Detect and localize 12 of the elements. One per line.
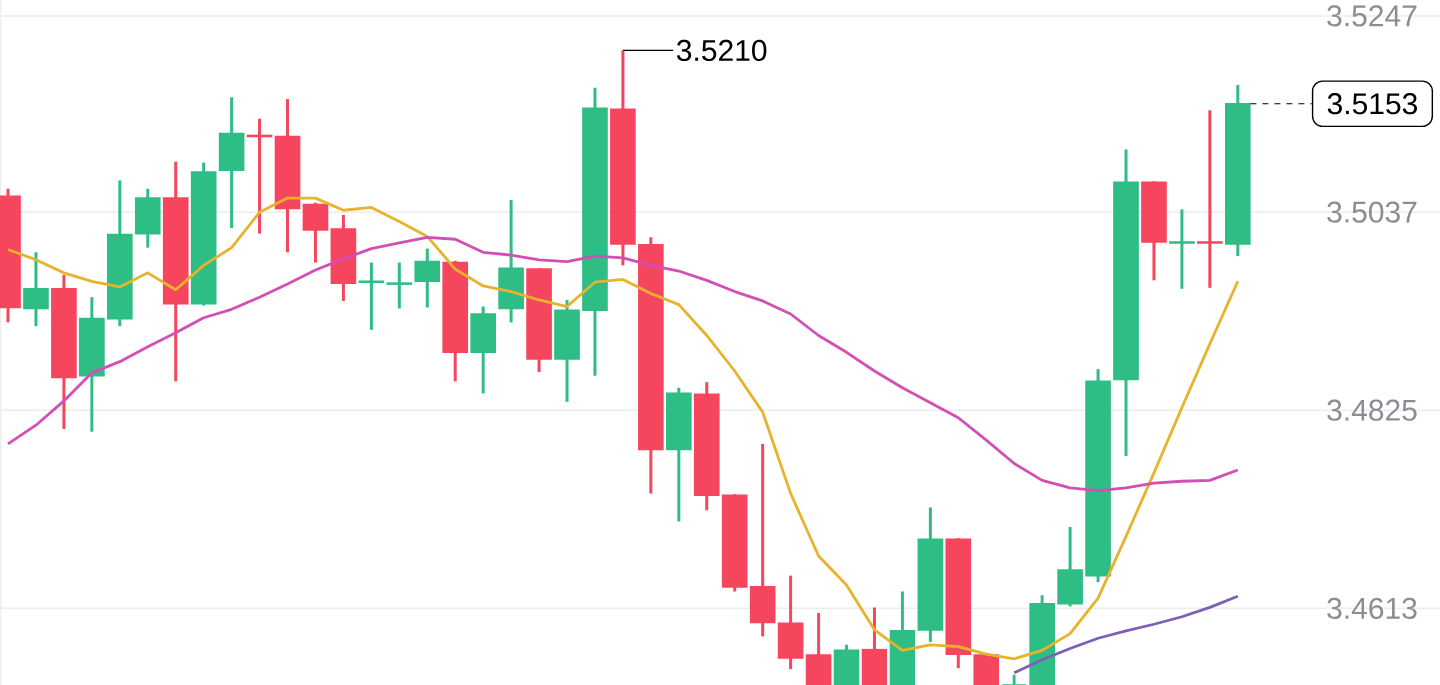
candlestick [386,262,413,309]
y-tick-label: 3.5037 [1327,201,1417,223]
candlestick [358,262,385,330]
candlestick [1197,110,1223,288]
candlestick [1169,209,1195,289]
y-tick-label: 3.4825 [1327,399,1417,421]
y-tick-label: 3.5247 [1327,5,1417,27]
line-series [6,196,1240,661]
ref-line-label: 3.5153 [1327,93,1418,115]
line-series [1012,594,1240,675]
annotation: 3.5210 [676,39,767,62]
y-tick-label: 3.4613 [1327,597,1417,619]
